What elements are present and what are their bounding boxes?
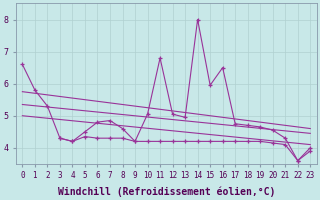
- X-axis label: Windchill (Refroidissement éolien,°C): Windchill (Refroidissement éolien,°C): [58, 186, 275, 197]
